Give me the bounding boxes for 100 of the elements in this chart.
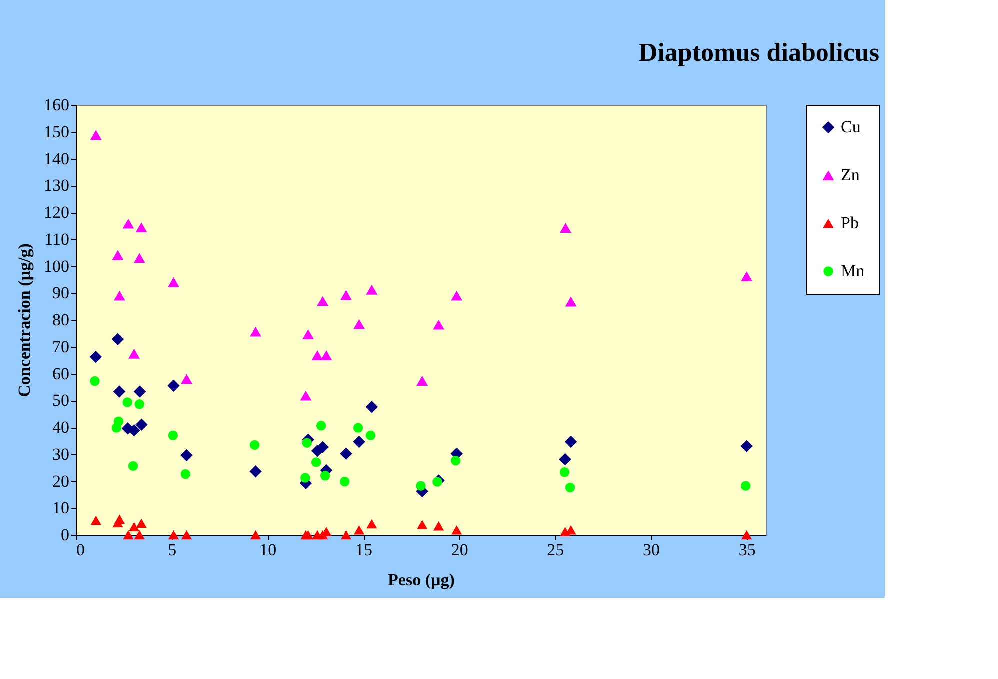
point (366, 519, 378, 529)
point (90, 516, 102, 526)
point (433, 320, 445, 330)
y-tick-label: 30 (52, 444, 70, 464)
point (128, 348, 140, 359)
point (168, 430, 178, 440)
point (340, 476, 350, 487)
point (123, 530, 134, 540)
point (302, 530, 314, 540)
point (90, 376, 100, 386)
y-tick-label: 140 (44, 149, 70, 168)
point (742, 530, 752, 540)
y-tick-label: 60 (52, 364, 70, 384)
point (134, 386, 146, 398)
point (114, 290, 126, 301)
point (168, 530, 180, 540)
point (250, 440, 260, 450)
point (353, 436, 366, 448)
point (559, 453, 572, 466)
point (114, 416, 124, 426)
point (90, 350, 102, 364)
point (560, 468, 570, 478)
point (134, 253, 146, 264)
point (312, 350, 324, 360)
point (317, 296, 329, 306)
point (417, 520, 428, 530)
y-tick-label: 10 (52, 498, 70, 518)
legend-label: Mn (841, 262, 866, 280)
point (366, 430, 376, 440)
point (366, 400, 378, 414)
point (316, 441, 329, 454)
point (366, 284, 378, 295)
point (90, 130, 102, 140)
y-axis-title: Concentracion (µg/g) (15, 244, 34, 398)
point (741, 481, 751, 491)
point (560, 223, 572, 234)
y-tick-label: 20 (52, 472, 70, 491)
y-tick-label: 50 (52, 391, 70, 410)
point (122, 218, 134, 229)
x-tick-label: 20 (451, 540, 468, 560)
point (416, 481, 426, 491)
legend-label: Pb (841, 214, 859, 232)
point (112, 333, 124, 346)
point (181, 530, 192, 540)
point (565, 296, 577, 307)
point (320, 471, 330, 481)
y-tick-label: 160 (44, 96, 70, 114)
point (128, 461, 138, 472)
point (136, 518, 147, 528)
legend-label: Cu (841, 118, 862, 136)
y-tick-label: 70 (52, 337, 70, 356)
y-tick-label: 0 (61, 526, 70, 544)
point (300, 473, 310, 483)
point (416, 376, 428, 386)
point (302, 438, 312, 448)
point (740, 440, 753, 452)
x-tick-label: 30 (643, 540, 660, 560)
point (565, 482, 576, 493)
point (114, 514, 126, 524)
y-tick-label: 130 (44, 176, 70, 196)
point (112, 250, 124, 260)
y-tick-label: 90 (52, 284, 70, 303)
point (434, 522, 444, 531)
y-tick-label: 100 (44, 256, 70, 276)
chart-title: Diaptomus diabolicus (638, 38, 880, 67)
point (180, 469, 191, 480)
x-tick-label: 35 (738, 540, 756, 560)
point (432, 477, 442, 487)
point (250, 465, 262, 478)
point (340, 530, 352, 540)
point (128, 522, 140, 532)
x-tick-label: 0 (76, 540, 85, 560)
point (340, 448, 352, 460)
point (300, 390, 312, 401)
point (354, 319, 366, 330)
point (564, 436, 578, 448)
point (451, 456, 461, 466)
point (354, 526, 365, 535)
point (311, 458, 322, 468)
point (168, 277, 180, 288)
point (320, 350, 332, 360)
point (250, 530, 262, 540)
point (134, 530, 145, 540)
x-axis-title: Peso (µg) (388, 570, 455, 590)
point (136, 418, 148, 431)
y-tick-label: 40 (52, 418, 70, 437)
x-tick-label: 25 (547, 540, 564, 560)
point (302, 330, 314, 340)
x-tick-label: 10 (260, 540, 277, 560)
point (134, 400, 145, 410)
point (340, 290, 352, 300)
y-tick-label: 110 (44, 230, 70, 249)
point (122, 398, 132, 408)
x-tick-label: 5 (168, 540, 177, 560)
point (136, 222, 148, 233)
point (353, 423, 364, 433)
point (113, 386, 126, 398)
point (741, 271, 753, 282)
point (181, 374, 193, 384)
point (250, 326, 262, 337)
